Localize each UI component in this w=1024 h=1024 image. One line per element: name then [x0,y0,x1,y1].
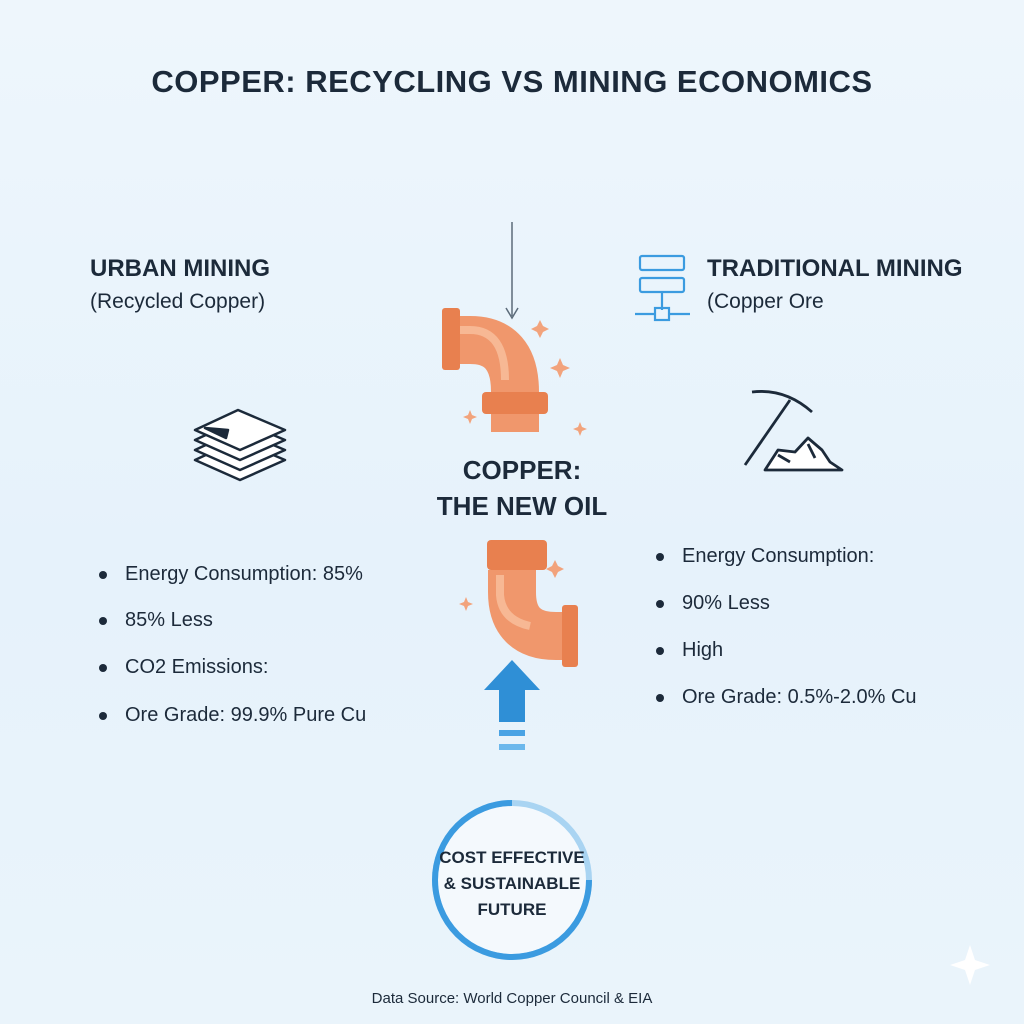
right-heading: TRADITIONAL MINING [707,255,963,282]
right-subheading: (Copper Ore [707,290,824,313]
left-bullet: 85% Less [125,609,213,631]
badge-text: FUTURE [477,900,547,919]
bullet-dot [99,664,107,672]
right-bullet: 90% Less [682,592,770,614]
left-subheading: (Recycled Copper) [90,290,266,313]
title: COPPER: RECYCLING VS MINING ECONOMICS [151,64,873,99]
left-bullet: CO2 Emissions: [125,656,269,678]
bullet-dot [99,617,107,625]
bullet-dot [99,571,107,579]
bullet-dot [656,647,664,655]
left-bullet: Energy Consumption: 85% [125,563,363,585]
center-text: THE NEW OIL [436,491,608,521]
bullet-dot [656,600,664,608]
left-bullet: Ore Grade: 99.9% Pure Cu [125,704,367,726]
badge-text: & SUSTAINABLE [443,874,581,893]
center-text: COPPER: [462,455,582,485]
right-bullet: Energy Consumption: [682,545,875,567]
bullet-dot [656,694,664,702]
left-heading: URBAN MINING [90,255,270,282]
right-bullet: High [682,639,724,661]
badge-text: COST EFFECTIVE [439,848,585,867]
bullet-dot [656,553,664,561]
bullet-dot [99,712,107,720]
right-bullet: Ore Grade: 0.5%-2.0% Cu [682,686,917,708]
footer-source: Data Source: World Copper Council & EIA [371,990,653,1007]
